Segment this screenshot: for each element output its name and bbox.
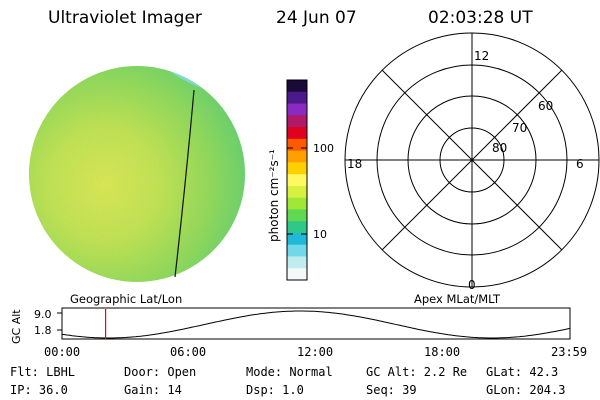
colorbar-swatch (287, 256, 307, 269)
earth-disk-image (29, 66, 245, 282)
status-glat: GLat: 42.3 (486, 365, 559, 379)
mlat-label-70: 70 (512, 121, 527, 135)
colorbar (286, 79, 308, 281)
timeline-y-tick-max: 9.0 (34, 308, 52, 321)
status-seq: Seq: 39 (366, 383, 417, 397)
altitude-curve (61, 310, 571, 339)
time-tick-0600: 06:00 (170, 345, 207, 359)
colorbar-unit-label: photon cm⁻²s⁻¹ (267, 149, 281, 242)
terminator-line (174, 89, 195, 278)
status-glon: GLon: 204.3 (486, 383, 566, 397)
colorbar-swatch (287, 91, 307, 105)
polar-plot (344, 32, 600, 288)
colorbar-swatch (287, 174, 307, 187)
instrument-title: Ultraviolet Imager (48, 8, 202, 28)
mlat-label-60: 60 (538, 99, 553, 113)
time-tick-1800: 18:00 (424, 345, 461, 359)
colorbar-swatch (287, 150, 307, 163)
colorbar-swatch (287, 138, 307, 152)
timeline-y-label: GC Alt (10, 309, 23, 344)
time-tick-0000: 00:00 (44, 345, 81, 359)
timeline-y-tick-min: 1.8 (34, 324, 52, 337)
status-door: Door: Open (124, 365, 197, 379)
colorbar-swatch (287, 221, 307, 234)
mlt-label-12: 12 (474, 49, 489, 63)
status-gc-alt: GC Alt: 2.2 Re (366, 365, 468, 379)
apex-label: Apex MLat/MLT (414, 292, 501, 306)
status-gain: Gain: 14 (124, 383, 182, 397)
geographic-label: Geographic Lat/Lon (70, 292, 182, 306)
colorbar-tick-label-10: 10 (313, 228, 327, 241)
colorbar-swatch (287, 80, 307, 93)
colorbar-swatch (287, 232, 307, 246)
colorbar-swatch (287, 244, 307, 257)
time-label: 02:03:28 UT (428, 8, 533, 28)
colorbar-frame (286, 79, 308, 281)
status-ip: IP: 36.0 (10, 383, 68, 397)
time-tick-1200: 12:00 (297, 345, 334, 359)
altitude-timeline (57, 307, 571, 340)
status-dsp: Dsp: 1.0 (246, 383, 304, 397)
colorbar-swatch (287, 209, 307, 222)
mlat-label-80: 80 (492, 141, 507, 155)
colorbar-swatch (287, 115, 307, 128)
mlt-label-0: 0 (468, 278, 476, 292)
colorbar-swatch (287, 185, 307, 199)
colorbar-swatch (287, 197, 307, 210)
colorbar-swatch (287, 268, 307, 281)
date-label: 24 Jun 07 (276, 8, 357, 28)
colorbar-tick-label-100: 100 (313, 142, 334, 155)
time-tick-2359: 23:59 (551, 345, 588, 359)
colorbar-swatch (287, 162, 307, 175)
status-mode: Mode: Normal (246, 365, 333, 379)
colorbar-swatch (287, 103, 307, 116)
status-filter: Flt: LBHL (10, 365, 76, 379)
mlt-label-18: 18 (347, 157, 362, 171)
mlt-label-6: 6 (576, 157, 584, 171)
colorbar-swatch (287, 127, 307, 140)
